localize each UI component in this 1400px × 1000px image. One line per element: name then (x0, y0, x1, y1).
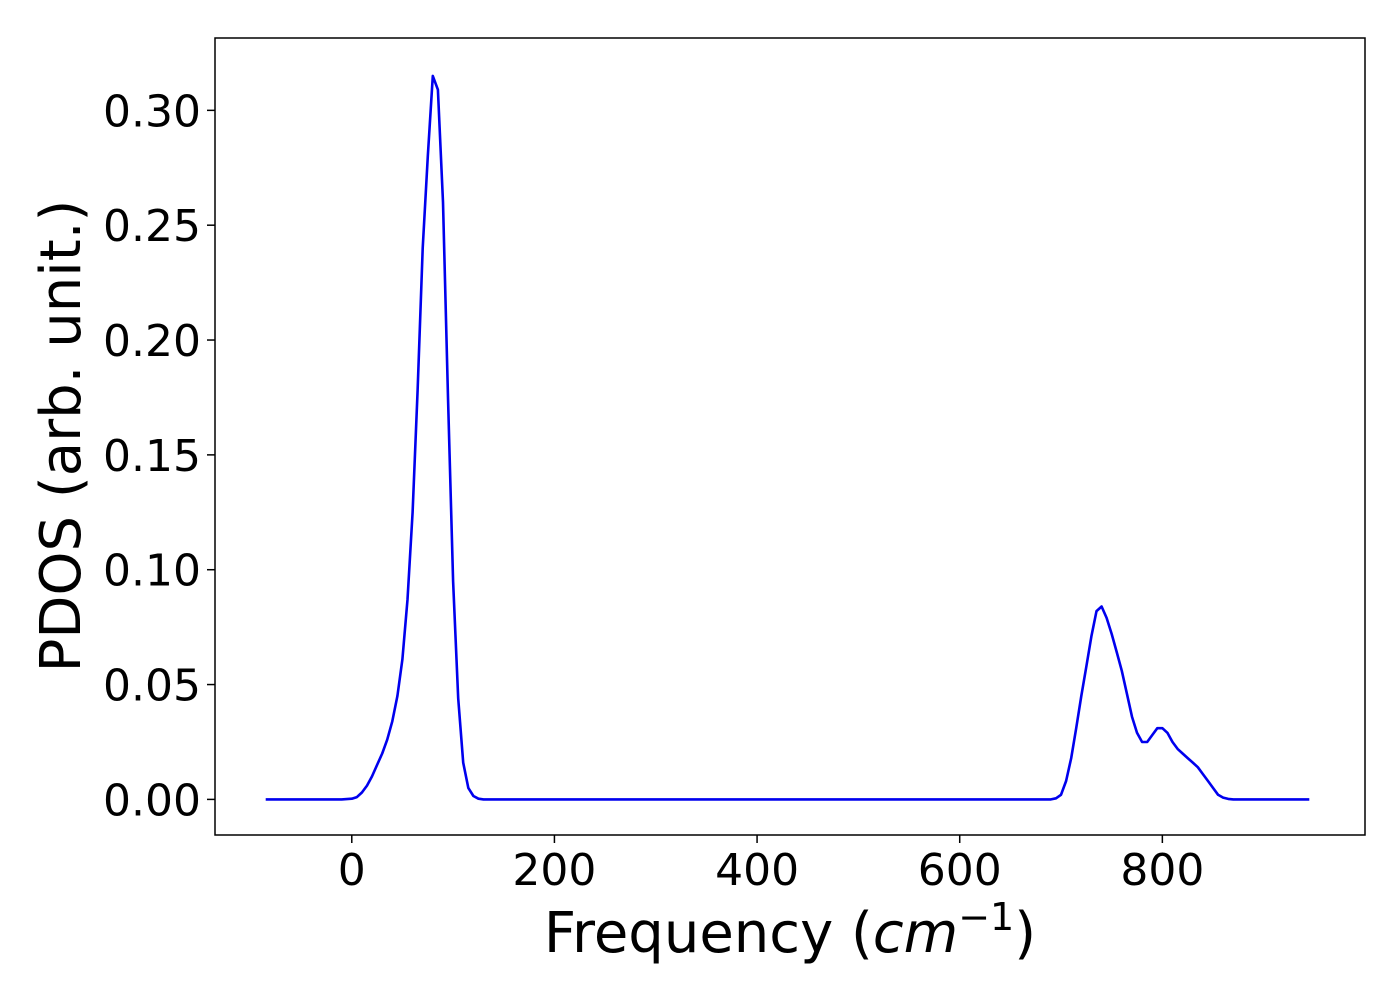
x-tick-label: 800 (1120, 845, 1204, 896)
y-tick-label: 0.25 (103, 201, 201, 252)
y-axis-ticks: 0.00 0.05 0.10 0.15 0.20 0.25 0.30 (103, 86, 215, 826)
y-tick-label: 0.30 (103, 86, 201, 137)
y-tick-label: 0.10 (103, 546, 201, 597)
y-axis-label: PDOS (arb. unit.) (29, 200, 94, 673)
plot-frame (214, 37, 1366, 836)
y-tick-label: 0.15 (103, 431, 201, 482)
y-tick-label: 0.00 (103, 775, 201, 826)
series-group (265, 74, 1310, 801)
pdos-series-line-0 (265, 74, 1310, 801)
x-axis-label: Frequency (cm−1) (544, 895, 1036, 966)
x-tick-label: 200 (512, 845, 596, 896)
x-tick-label: 400 (715, 845, 799, 896)
x-tick-label: 0 (338, 845, 366, 896)
x-tick-label: 600 (918, 845, 1002, 896)
x-axis-ticks: 0 200 400 600 800 (338, 835, 1204, 896)
y-tick-label: 0.20 (103, 316, 201, 367)
y-tick-label: 0.05 (103, 661, 201, 712)
